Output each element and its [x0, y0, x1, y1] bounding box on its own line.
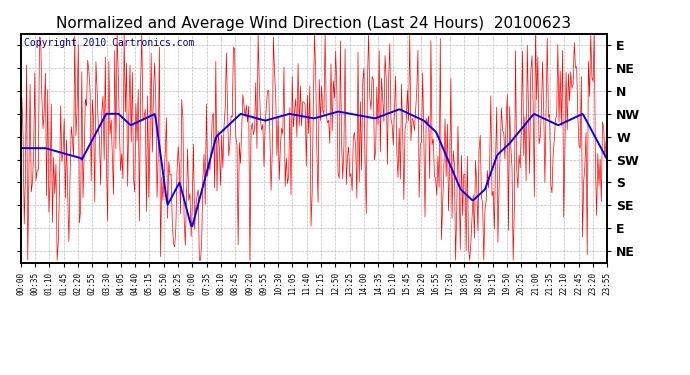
Text: Copyright 2010 Cartronics.com: Copyright 2010 Cartronics.com: [23, 38, 194, 48]
Title: Normalized and Average Wind Direction (Last 24 Hours)  20100623: Normalized and Average Wind Direction (L…: [57, 16, 571, 31]
